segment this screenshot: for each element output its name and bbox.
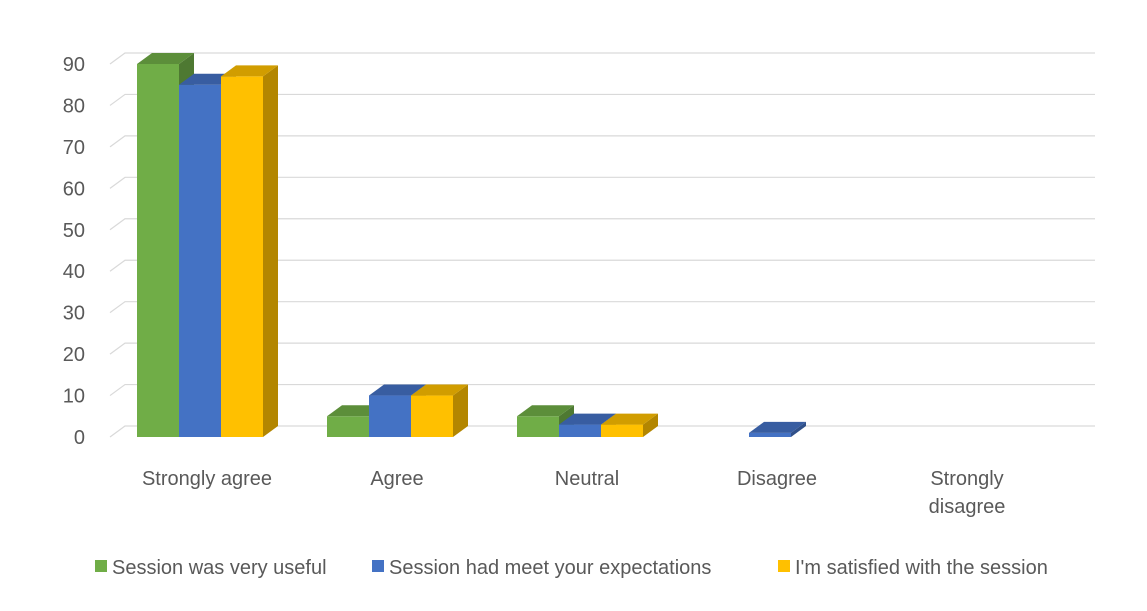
gridlines	[109, 52, 1095, 438]
y-tick-label: 90	[63, 54, 85, 76]
gridline	[109, 176, 1095, 189]
gridline	[109, 301, 1095, 314]
legend-item: Session was very useful	[95, 557, 327, 579]
category-label: Agree	[370, 468, 423, 490]
y-tick-label: 10	[63, 386, 85, 408]
gridline	[109, 218, 1095, 231]
gridline	[109, 259, 1095, 272]
legend-label: Session was very useful	[112, 557, 327, 579]
legend: Session was very useful Session had meet …	[95, 557, 1048, 579]
y-tick-label: 60	[63, 178, 85, 200]
legend-swatch	[778, 560, 790, 572]
gridline	[109, 342, 1095, 355]
y-tick-label: 40	[63, 261, 85, 283]
bar-0-2	[221, 65, 278, 437]
y-tick-label: 0	[74, 427, 85, 449]
bar-1-2	[411, 384, 468, 437]
y-tick-label: 20	[63, 344, 85, 366]
gridline	[109, 93, 1095, 106]
category-labels: Strongly agree Agree Neutral Disagree Strong…	[142, 468, 1005, 518]
y-tick-label: 80	[63, 95, 85, 117]
legend-item: I'm satisfied with the session	[778, 557, 1048, 579]
y-tick-label: 30	[63, 303, 85, 325]
legend-swatch	[95, 560, 107, 572]
bars	[137, 53, 806, 437]
category-label: Strongly disagree	[929, 468, 1006, 518]
gridline	[109, 135, 1095, 148]
legend-label: Session had meet your expectations	[389, 557, 711, 579]
y-tick-label: 70	[63, 137, 85, 159]
gridline	[109, 52, 1095, 65]
category-label: Disagree	[737, 468, 817, 490]
legend-item: Session had meet your expectations	[372, 557, 711, 579]
legend-label: I'm satisfied with the session	[795, 557, 1048, 579]
y-tick-label: 50	[63, 220, 85, 242]
y-axis-ticks: 0 10 20 30 40 50 60 70 80 90	[63, 54, 85, 449]
category-label: Neutral	[555, 468, 619, 490]
gridline	[109, 383, 1095, 397]
legend-swatch	[372, 560, 384, 572]
bar-2-2	[601, 413, 658, 437]
category-label: Strongly agree	[142, 468, 272, 490]
bar-3-1	[749, 421, 806, 437]
